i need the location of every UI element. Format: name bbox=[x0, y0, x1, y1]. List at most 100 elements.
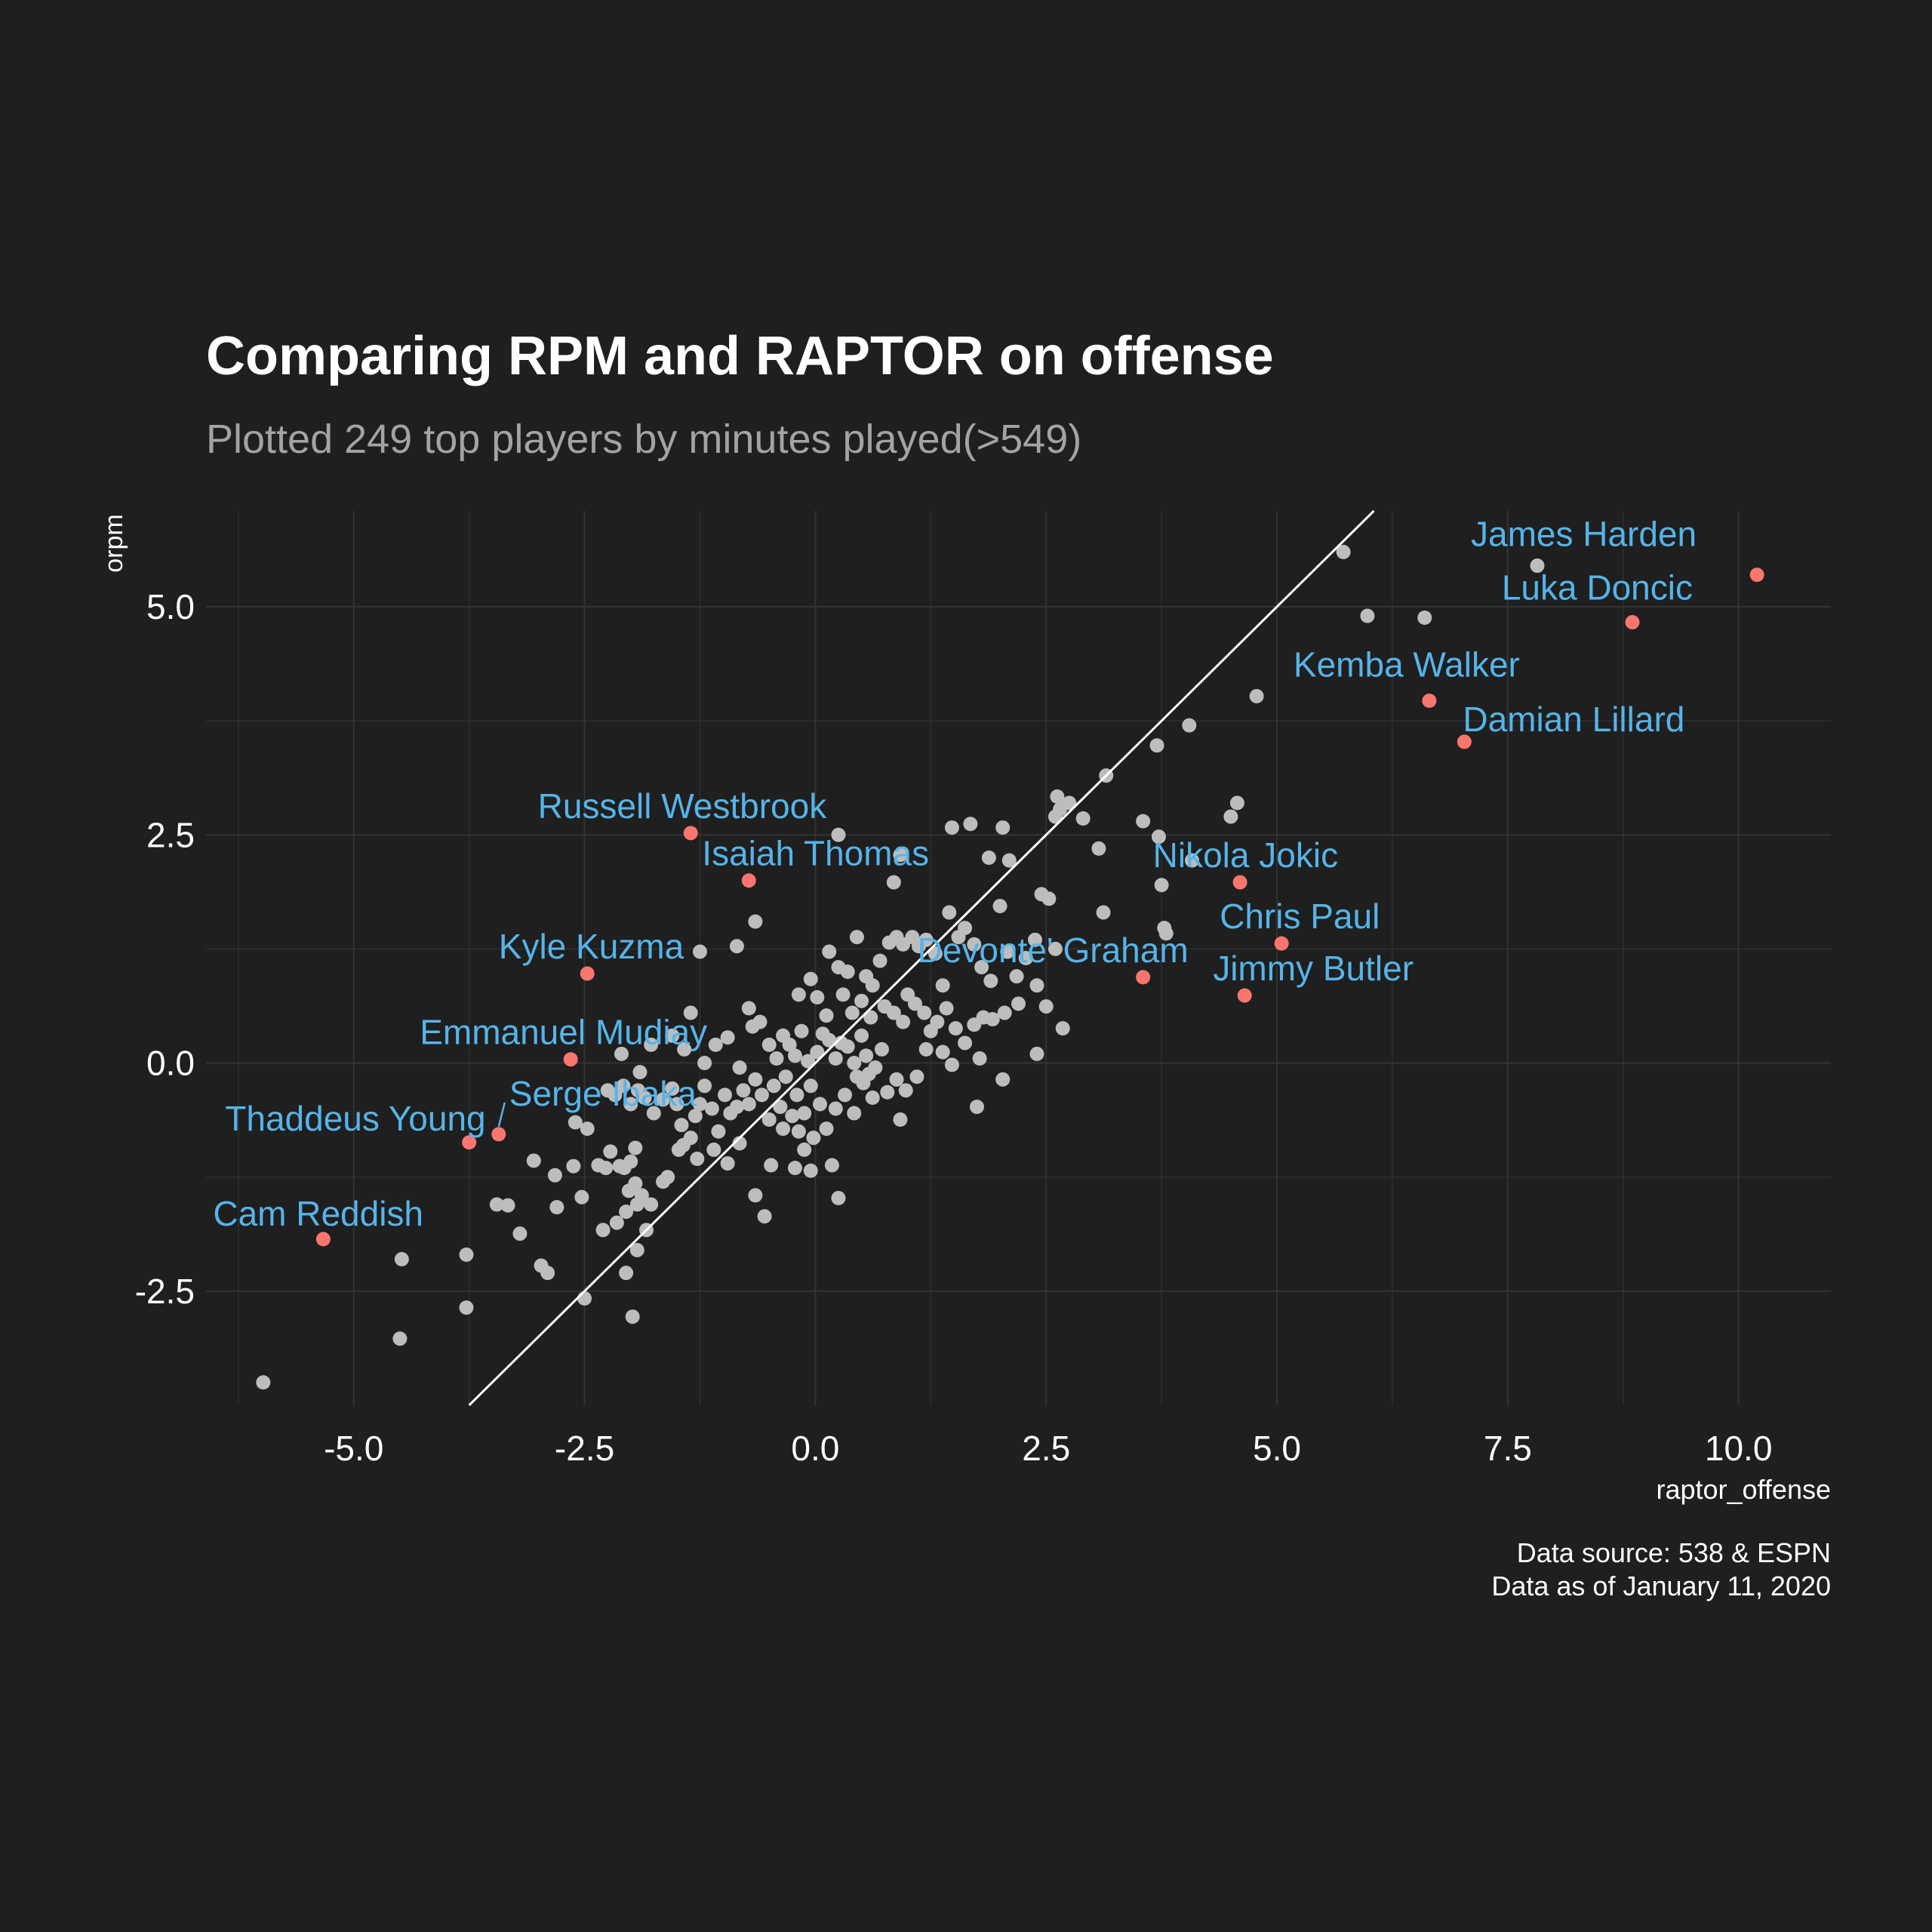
data-point bbox=[828, 1051, 843, 1066]
data-point bbox=[671, 1142, 686, 1157]
data-point bbox=[688, 1109, 703, 1124]
data-point bbox=[872, 953, 888, 968]
data-point bbox=[741, 1097, 756, 1112]
data-point bbox=[801, 1054, 816, 1069]
data-point bbox=[748, 1188, 763, 1203]
caption-date: Data as of January 11, 2020 bbox=[1491, 1571, 1831, 1601]
highlighted-point bbox=[1136, 970, 1151, 985]
player-label: Kyle Kuzma bbox=[499, 927, 685, 966]
data-point bbox=[797, 1106, 812, 1121]
data-point bbox=[748, 1072, 763, 1087]
data-point bbox=[766, 1078, 781, 1094]
player-label: Devonte' Graham bbox=[918, 931, 1189, 970]
data-point bbox=[886, 875, 901, 890]
data-point bbox=[907, 996, 922, 1011]
data-point bbox=[704, 1101, 719, 1116]
data-point bbox=[459, 1247, 474, 1262]
x-tick-label: -5.0 bbox=[324, 1429, 383, 1468]
data-point bbox=[690, 1152, 705, 1167]
data-point bbox=[1154, 878, 1169, 893]
data-point bbox=[868, 1060, 883, 1075]
data-point bbox=[706, 1142, 721, 1157]
data-point bbox=[981, 850, 996, 865]
player-label: Jimmy Butler bbox=[1213, 949, 1414, 988]
data-point bbox=[1048, 941, 1063, 956]
data-point bbox=[660, 1170, 675, 1185]
data-point bbox=[1041, 891, 1057, 906]
data-point bbox=[392, 1331, 408, 1346]
data-point bbox=[797, 1142, 812, 1157]
data-point bbox=[1050, 789, 1065, 804]
data-point bbox=[665, 1028, 680, 1043]
data-point bbox=[958, 1035, 973, 1051]
data-point bbox=[512, 1226, 528, 1241]
data-point bbox=[893, 848, 908, 863]
highlighted-point bbox=[741, 873, 756, 888]
reference-line-group bbox=[468, 509, 1375, 1407]
data-point bbox=[824, 1158, 839, 1173]
highlighted-point bbox=[1749, 568, 1764, 583]
player-labels: James Harden Luka Doncic Kemba Walker Damia… bbox=[213, 515, 1697, 1233]
x-tick-label: 0.0 bbox=[791, 1429, 839, 1468]
data-point bbox=[717, 1088, 732, 1103]
data-point bbox=[692, 1097, 707, 1112]
player-label: Chris Paul bbox=[1220, 897, 1380, 936]
data-point bbox=[854, 1028, 869, 1043]
data-point bbox=[1001, 853, 1017, 868]
data-point bbox=[918, 932, 934, 947]
data-point bbox=[840, 1039, 855, 1054]
data-point bbox=[835, 987, 851, 1002]
data-point bbox=[1011, 996, 1026, 1011]
data-point bbox=[859, 1048, 874, 1063]
data-point bbox=[1417, 610, 1432, 625]
highlighted-point bbox=[315, 1232, 331, 1247]
highlighted-point bbox=[1422, 694, 1437, 709]
y-tick-label: 0.0 bbox=[146, 1044, 195, 1083]
data-point bbox=[886, 1005, 901, 1020]
data-point bbox=[847, 1106, 862, 1121]
data-point bbox=[840, 964, 855, 980]
data-point bbox=[1075, 811, 1091, 826]
data-point bbox=[752, 1014, 768, 1029]
data-point bbox=[608, 1088, 623, 1103]
data-point bbox=[625, 1309, 640, 1324]
data-point bbox=[761, 1112, 777, 1128]
data-point bbox=[944, 1057, 959, 1072]
data-point bbox=[729, 939, 744, 954]
data-point bbox=[935, 1044, 950, 1060]
player-label: Nikola Jokic bbox=[1153, 835, 1338, 875]
data-point bbox=[787, 1048, 802, 1063]
data-point bbox=[806, 1131, 821, 1146]
player-label: Isaiah Thomas bbox=[702, 834, 929, 873]
x-tick-label: -2.5 bbox=[555, 1429, 614, 1468]
data-point bbox=[995, 820, 1011, 835]
data-point bbox=[616, 1078, 631, 1094]
data-point bbox=[828, 1101, 843, 1116]
data-point bbox=[1028, 932, 1043, 947]
data-point bbox=[1158, 926, 1174, 941]
player-label: Damian Lillard bbox=[1463, 700, 1684, 739]
data-point bbox=[754, 1088, 769, 1103]
x-tick-label: 2.5 bbox=[1022, 1429, 1070, 1468]
highlighted-point bbox=[1274, 936, 1289, 951]
data-point bbox=[598, 1161, 614, 1176]
data-point bbox=[969, 1100, 984, 1115]
data-point bbox=[995, 1072, 1011, 1087]
data-point bbox=[489, 1197, 504, 1212]
data-point bbox=[1182, 718, 1197, 733]
data-point bbox=[917, 1005, 932, 1020]
data-point bbox=[629, 1197, 645, 1212]
data-point bbox=[621, 1183, 636, 1198]
data-point bbox=[683, 1005, 698, 1020]
player-label: James Harden bbox=[1471, 515, 1697, 554]
data-point bbox=[741, 1001, 756, 1016]
data-point bbox=[1136, 814, 1151, 829]
data-point bbox=[782, 1037, 797, 1052]
highlighted-point bbox=[1237, 988, 1252, 1003]
data-point bbox=[880, 1084, 895, 1100]
data-point bbox=[394, 1252, 409, 1267]
data-point bbox=[632, 1065, 648, 1080]
data-point bbox=[874, 1041, 889, 1057]
data-point bbox=[1336, 544, 1351, 559]
data-point bbox=[500, 1198, 515, 1213]
